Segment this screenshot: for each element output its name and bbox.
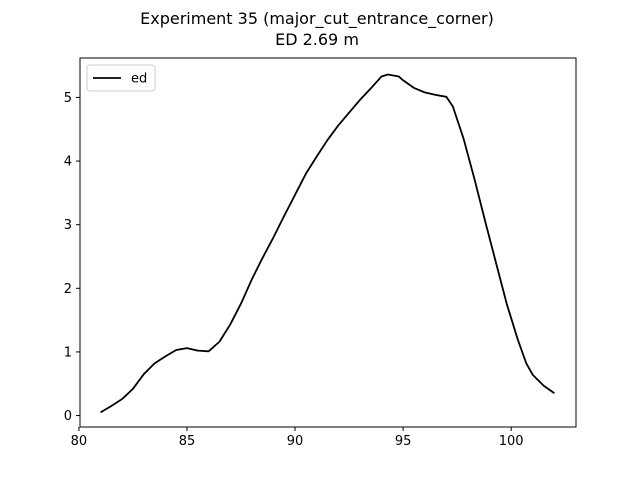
chart-subtitle: ED 2.69 m [275, 30, 359, 49]
x-tick-label: 95 [395, 434, 412, 449]
plot-area: 80 85 90 95 100 0 1 2 3 4 5 [64, 57, 577, 449]
series-line-ed [100, 73, 555, 414]
legend: ed [86, 64, 156, 92]
y-tick-label: 1 [64, 345, 72, 360]
x-tick-label: 85 [179, 434, 196, 449]
y-tick-label: 3 [64, 218, 72, 233]
y-tick-label: 0 [64, 409, 72, 424]
legend-label-ed: ed [131, 72, 147, 87]
y-tick-label: 2 [64, 282, 72, 297]
chart-title: Experiment 35 (major_cut_entrance_corner… [140, 9, 494, 29]
y-tick-label: 5 [64, 91, 72, 106]
x-tick-label: 90 [287, 434, 304, 449]
x-tick-label: 100 [499, 434, 524, 449]
y-tick-label: 4 [64, 155, 72, 170]
x-tick-label: 80 [71, 434, 88, 449]
axes-frame [79, 57, 577, 428]
